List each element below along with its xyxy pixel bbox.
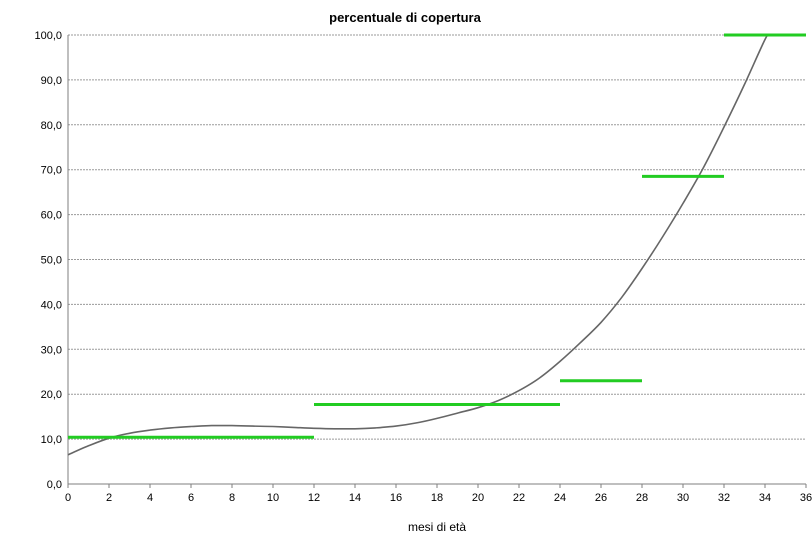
y-tick-label: 20,0 xyxy=(41,389,62,401)
y-tick-label: 80,0 xyxy=(41,120,62,132)
x-tick-label: 26 xyxy=(595,492,607,504)
x-tick-label: 16 xyxy=(390,492,402,504)
grid-lines xyxy=(68,34,806,440)
x-tick-label: 18 xyxy=(431,492,443,504)
axes: 0,0 10,0 20,0 30,0 40,0 50,0 60,0 70,0 80,0 90,0 1… xyxy=(34,30,812,504)
chart-title: percentuale di copertura xyxy=(329,10,481,25)
x-tick-label: 22 xyxy=(513,492,525,504)
y-tick-label: 0,0 xyxy=(47,479,62,491)
x-tick-label: 6 xyxy=(188,492,194,504)
x-tick-label: 30 xyxy=(677,492,689,504)
x-tick-label: 4 xyxy=(147,492,153,504)
x-tick-label: 20 xyxy=(472,492,484,504)
x-tick-label: 34 xyxy=(759,492,771,504)
x-tick-label: 24 xyxy=(554,492,566,504)
y-tick-label: 70,0 xyxy=(41,165,62,177)
x-tick-label: 10 xyxy=(267,492,279,504)
x-tick-label: 8 xyxy=(229,492,235,504)
y-tick-label: 40,0 xyxy=(41,299,62,311)
y-tick-label: 90,0 xyxy=(41,75,62,87)
x-tick-label: 28 xyxy=(636,492,648,504)
coverage-curve xyxy=(67,33,770,456)
y-tick-label: 60,0 xyxy=(41,210,62,222)
y-tick-label: 100,0 xyxy=(34,30,62,42)
series xyxy=(67,33,806,456)
x-tick-label: 12 xyxy=(308,492,320,504)
x-axis-label: mesi di età xyxy=(408,520,466,534)
y-tick-label: 10,0 xyxy=(41,434,62,446)
x-tick-label: 36 xyxy=(800,492,812,504)
x-tick-label: 2 xyxy=(106,492,112,504)
x-tick-label: 14 xyxy=(349,492,361,504)
x-tick-label: 32 xyxy=(718,492,730,504)
x-tick-label: 0 xyxy=(65,492,71,504)
y-tick-label: 50,0 xyxy=(41,255,62,267)
y-tick-label: 30,0 xyxy=(41,344,62,356)
